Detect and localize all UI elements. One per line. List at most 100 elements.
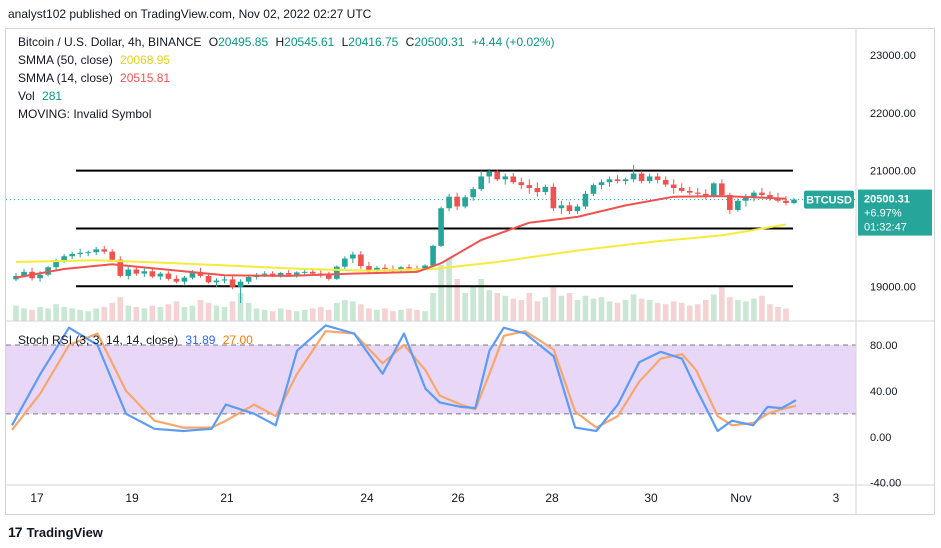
smma14-value: 20515.81 [120,71,171,85]
candle-body [406,267,412,269]
candle-body [654,176,661,180]
candle-body [301,271,308,273]
time-axis-label: 28 [545,491,559,505]
stoch-rsi-pane[interactable] [6,324,856,433]
candle-body [598,182,605,186]
candle-body [534,188,541,193]
candle-body [269,273,276,276]
volume-bar [478,279,485,321]
volume-bar [526,293,533,321]
volume-bar [662,304,669,321]
symbol-title[interactable]: Bitcoin / U.S. Dollar, 4h, BINANCE [18,35,202,49]
legend-volume-row[interactable]: Vol 281 [18,89,66,103]
candle-body [694,192,701,194]
volume-bar [598,297,605,321]
high-label: H [275,35,285,49]
candle-body [670,184,677,189]
candle-body [101,249,108,252]
volume-bar [518,300,525,321]
stoch-axis-label: 0.00 [870,432,891,444]
volume-bar [29,309,35,321]
volume-bar [686,305,693,321]
candle-body [494,171,501,180]
candle-body [735,200,741,210]
volume-bar [406,308,412,321]
candle-body [710,183,717,197]
candle-body [125,269,132,276]
legend-smma14-row[interactable]: SMMA (14, close) 20515.81 [18,71,174,85]
candle-body [398,267,404,270]
volume-bar [502,295,509,321]
chart-frame[interactable]: BTCUSD 19000.0020000.0021000.0022000.002… [5,28,935,515]
main-price-pane[interactable]: BTCUSD [6,164,856,321]
candle-body [727,194,733,210]
candle-body [622,179,629,182]
volume-bar [694,304,701,321]
volume-bar [101,307,108,321]
price-axis-label: 19000.00 [870,281,916,293]
tradingview-logo[interactable]: 17 TradingView [8,524,103,540]
volume-bar [350,301,356,321]
volume-bar [678,302,685,321]
smma50-line[interactable] [15,223,787,272]
time-axis-label: 19 [125,491,139,505]
candle-body [430,245,436,266]
candle-body [293,272,300,275]
price-axis-label: 21000.00 [870,166,916,178]
candle-body [662,179,669,185]
symbol-badge-text: BTCUSD [806,195,852,207]
candle-body [213,280,220,283]
volume-bar [117,297,124,321]
volume-bar [558,295,565,321]
volume-bar [550,287,557,321]
candle-body [382,267,388,269]
volume-bar [205,302,212,321]
candle-body [478,176,485,190]
volume-bar [45,308,51,321]
candle-body [277,273,284,276]
smma50-label: SMMA (50, close) [18,53,113,67]
volume-bar [317,307,324,321]
volume-bar [670,301,677,321]
candle-body [566,205,573,212]
candle-body [109,251,116,260]
candle-body [783,200,789,204]
candle-body [614,179,621,182]
candle-body [229,279,236,287]
candle-body [462,197,468,207]
candle-body [85,252,91,254]
smma14-line[interactable] [15,195,787,279]
candle-body [751,192,757,197]
candle-body [486,171,493,177]
candle-body [606,179,613,183]
time-axis-label: 21 [220,491,234,505]
volume-bar [61,307,67,321]
price-badge [858,189,932,236]
volume-bar [574,300,581,321]
legend-stoch-row[interactable]: Stoch RSI (3, 3, 14, 14, close) 31.89 27… [18,333,257,347]
volume-bar [374,309,380,321]
candle-body [518,182,525,186]
volume-bar [293,311,300,321]
volume-bar [735,300,741,321]
volume-bar [775,307,781,321]
stoch-k-value: 31.89 [185,333,216,347]
axes: 19000.0020000.0021000.0022000.0023000.00… [6,29,934,514]
legend-smma50-row[interactable]: SMMA (50, close) 20068.95 [18,53,174,67]
high-value: 20545.61 [284,35,335,49]
candle-body [77,252,83,254]
volume-bar [197,300,204,321]
volume-bar [542,297,549,321]
stoch-k-line[interactable] [11,324,797,433]
legend-moving-row[interactable]: MOVING: Invalid Symbol [18,107,155,121]
candle-body [590,185,597,194]
chart-canvas[interactable]: BTCUSD 19000.0020000.0021000.0022000.002… [6,29,934,514]
time-axis-label: 17 [30,491,44,505]
time-axis-label: 24 [360,491,374,505]
volume-bar [630,294,637,321]
volume-bar [398,309,404,321]
volume-bar [494,293,501,321]
close-label: C [405,35,415,49]
symbol-badge[interactable] [804,190,854,209]
stoch-d-line[interactable] [11,330,797,431]
